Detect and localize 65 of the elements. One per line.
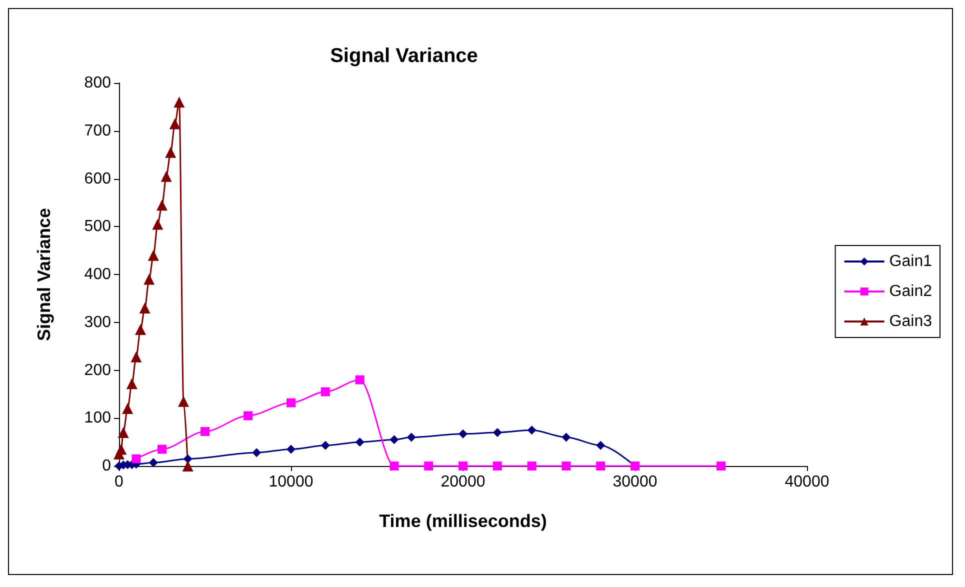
point [458, 429, 468, 438]
point [527, 426, 536, 435]
point [116, 444, 127, 455]
x-tick-label: 20000 [440, 474, 486, 490]
point [169, 118, 180, 130]
point [562, 432, 571, 442]
point [148, 250, 159, 261]
point [252, 448, 262, 458]
point [160, 170, 172, 182]
point [716, 462, 726, 470]
point [527, 462, 536, 470]
point [178, 396, 189, 407]
point [320, 440, 330, 450]
point [174, 96, 185, 108]
point [355, 438, 364, 447]
x-tick-label: 0 [114, 474, 124, 490]
y-axis-title: Signal Variance [34, 208, 54, 342]
point [355, 375, 364, 384]
point [458, 462, 468, 470]
point [200, 427, 210, 436]
point [118, 426, 129, 438]
point [390, 435, 399, 444]
y-tick-label: 700 [84, 122, 112, 140]
x-tick-label: 30000 [612, 474, 658, 490]
legend-label: Gain3 [889, 313, 932, 330]
y-tick-label: 0 [102, 458, 112, 474]
point [132, 454, 141, 464]
point [492, 428, 502, 437]
point [492, 462, 502, 470]
point [148, 458, 158, 468]
y-tick-label: 200 [84, 362, 112, 379]
point [390, 462, 399, 470]
point [183, 454, 192, 464]
x-tick-label: 10000 [268, 474, 314, 490]
legend-label: Gain1 [889, 253, 932, 270]
point [158, 444, 166, 454]
point [406, 432, 416, 442]
point [165, 146, 176, 158]
y-tick-label: 500 [84, 218, 112, 236]
point [144, 274, 155, 285]
point [130, 351, 142, 362]
point [126, 378, 138, 390]
point [424, 462, 434, 470]
y-tick-label: 800 [84, 74, 112, 92]
y-tick-label: 300 [84, 314, 112, 331]
point [156, 200, 168, 211]
x-axis-title: Time (milliseconds) [379, 511, 547, 531]
chart-title: Signal Variance [330, 45, 478, 67]
point [122, 403, 134, 414]
point [152, 218, 164, 230]
point [139, 302, 150, 314]
point [135, 324, 146, 336]
y-tick-label: 400 [84, 266, 112, 283]
x-tick-label: 40000 [784, 474, 830, 490]
legend-label: Gain2 [889, 283, 932, 300]
point [562, 462, 571, 470]
y-tick-label: 600 [84, 170, 112, 188]
point [244, 411, 252, 420]
point [286, 444, 296, 454]
point [182, 460, 194, 472]
point [286, 398, 296, 408]
point [596, 462, 606, 470]
point [320, 387, 330, 396]
point [596, 440, 606, 450]
y-tick-label: 100 [84, 410, 112, 427]
